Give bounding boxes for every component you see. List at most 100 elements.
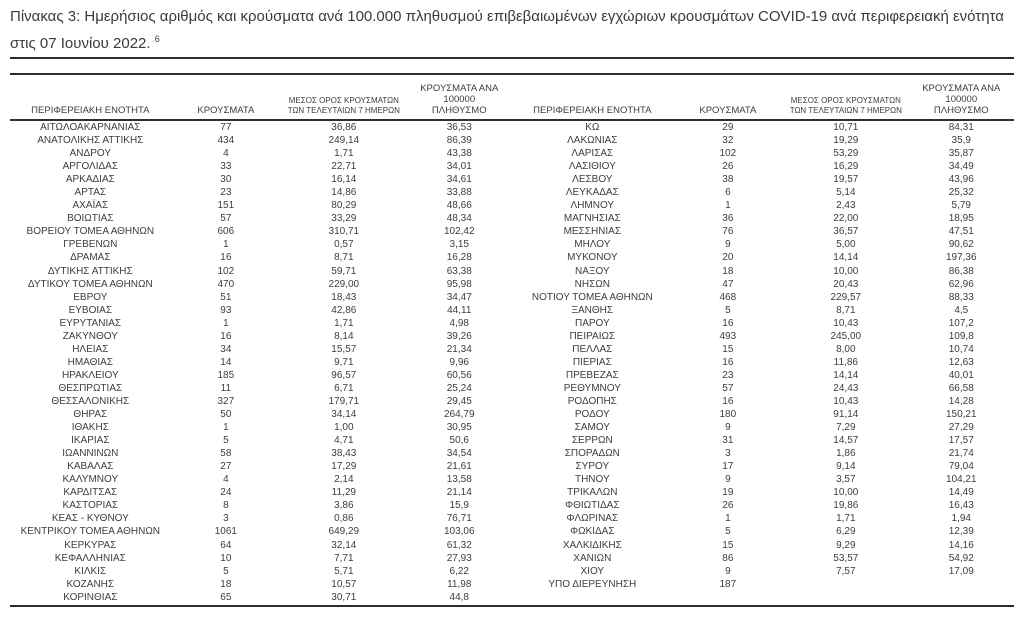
top-rule-1 [10, 57, 1014, 59]
table-row: ΝΑΞΟΥ 18 10,00 86,38 [512, 265, 1014, 278]
avg7-cell: 38,43 [331, 448, 357, 460]
per100k-cell: 12,63 [948, 356, 974, 368]
cases-cell: 29 [722, 122, 734, 133]
per100k-cell: 16,43 [948, 500, 974, 512]
cases-cell: 36 [722, 213, 734, 225]
header-region: ΠΕΡΙΦΕΡΕΙΑΚΗ ΕΝΟΤΗΤΑ [31, 105, 150, 116]
table-row: ΛΕΣΒΟΥ 38 19,57 43,96 [512, 173, 1014, 186]
cases-cell: 327 [217, 395, 235, 407]
table-row: ΚΩ 29 10,71 84,31 [512, 121, 1014, 134]
avg7-cell: 229,00 [328, 278, 360, 290]
region-name-cell: ΣΕΡΡΩΝ [571, 435, 613, 447]
table-row: ΙΚΑΡΙΑΣ 5 4,71 50,6 [10, 434, 512, 447]
cases-cell: 3 [223, 513, 229, 525]
avg7-cell: 7,29 [836, 422, 856, 434]
per100k-cell: 27,93 [446, 552, 472, 564]
avg7-cell: 0,86 [334, 513, 354, 525]
per100k-cell: 21,61 [446, 461, 472, 473]
region-name-cell: ΚΩ [585, 122, 600, 133]
table-row: ΚΙΛΚΙΣ 5 5,71 6,22 [10, 565, 512, 578]
avg7-cell: 7,57 [836, 565, 856, 577]
region-name-cell: ΙΚΑΡΙΑΣ [71, 435, 110, 447]
top-rule-2 [10, 73, 1014, 75]
header-underline [10, 119, 1014, 121]
avg7-cell: 9,71 [334, 356, 354, 368]
header-per100k: ΚΡΟΥΣΜΑΤΑ ΑΝΑ 100000 ΠΛΗΘΥΣΜΟ [420, 83, 499, 116]
region-name-cell: ΣΑΜΟΥ [574, 422, 610, 434]
per100k-cell: 102,42 [443, 226, 475, 238]
per100k-cell: 4,98 [449, 317, 469, 329]
region-name-cell: ΚΕΦΑΛΛΗΝΙΑΣ [54, 552, 126, 564]
per100k-cell: 50,6 [449, 435, 469, 447]
table-row: ΕΒΡΟΥ 51 18,43 34,47 [10, 291, 512, 304]
avg7-cell: 10,43 [833, 317, 859, 329]
avg7-cell: 9,14 [836, 461, 856, 473]
region-name-cell: ΑΙΤΩΛΟΑΚΑΡΝΑΝΙΑΣ [40, 122, 141, 133]
per100k-cell: 86,39 [446, 135, 472, 147]
cases-cell: 24 [220, 487, 232, 499]
table-row: ΕΥΡΥΤΑΝΙΑΣ 1 1,71 4,98 [10, 317, 512, 330]
table-row: ΣΕΡΡΩΝ 31 14,57 17,57 [512, 434, 1014, 447]
cases-cell: 93 [220, 304, 232, 316]
avg7-cell: 649,29 [328, 526, 360, 538]
cases-cell: 31 [722, 435, 734, 447]
table-row: ΑΡΤΑΣ 23 14,86 33,88 [10, 186, 512, 199]
region-name-cell: ΠΕΛΛΑΣ [572, 343, 613, 355]
region-name-cell: ΠΑΡΟΥ [574, 317, 610, 329]
avg7-cell: 8,00 [836, 343, 856, 355]
header-avg7: ΜΕΣΟΣ ΟΡΟΣ ΚΡΟΥΣΜΑΤΩΝ ΤΩΝ ΤΕΛΕΥΤΑΙΩΝ 7 Η… [287, 96, 400, 115]
table-row: ΜΕΣΣΗΝΙΑΣ 76 36,57 47,51 [512, 225, 1014, 238]
cases-cell: 180 [719, 409, 737, 421]
avg7-cell: 32,14 [331, 539, 357, 551]
cases-cell: 493 [719, 330, 737, 342]
region-name-cell: ΚΟΖΑΝΗΣ [66, 578, 115, 590]
cases-cell: 23 [722, 369, 734, 381]
region-name-cell: ΑΡΓΟΛΙΔΑΣ [62, 161, 119, 173]
cases-cell: 9 [725, 474, 731, 486]
avg7-cell: 1,00 [334, 422, 354, 434]
cases-cell: 5 [223, 565, 229, 577]
table-caption-text: Πίνακας 3: Ημερήσιος αριθμός και κρούσμα… [10, 8, 1004, 52]
table-row: ΧΑΝΙΩΝ 86 53,57 54,92 [512, 552, 1014, 565]
region-name-cell: ΤΗΝΟΥ [574, 474, 610, 486]
table-row: ΠΑΡΟΥ 16 10,43 107,2 [512, 317, 1014, 330]
avg7-cell: 42,86 [331, 304, 357, 316]
header-per100k: ΚΡΟΥΣΜΑΤΑ ΑΝΑ 100000 ΠΛΗΘΥΣΜΟ [922, 83, 1001, 116]
region-name-cell: ΣΠΟΡΑΔΩΝ [564, 448, 620, 460]
cases-cell: 151 [217, 200, 235, 212]
region-name-cell: ΒΟΙΩΤΙΑΣ [67, 213, 114, 225]
header-region: ΠΕΡΙΦΕΡΕΙΑΚΗ ΕΝΟΤΗΤΑ [533, 105, 652, 116]
cases-cell: 27 [220, 461, 232, 473]
avg7-cell: 1,71 [836, 513, 856, 525]
table-row: ΛΕΥΚΑΔΑΣ 6 5,14 25,32 [512, 186, 1014, 199]
region-name-cell: ΧΑΝΙΩΝ [573, 552, 612, 564]
region-name-cell: ΜΕΣΣΗΝΙΑΣ [563, 226, 622, 238]
cases-cell: 57 [220, 213, 232, 225]
cases-cell: 32 [722, 135, 734, 147]
avg7-cell: 4,71 [334, 435, 354, 447]
region-name-cell: ΗΜΑΘΙΑΣ [67, 356, 114, 368]
table-row: ΣΥΡΟΥ 17 9,14 79,04 [512, 460, 1014, 473]
region-name-cell: ΘΕΣΣΑΛΟΝΙΚΗΣ [51, 395, 130, 407]
avg7-cell: 22,71 [331, 161, 357, 173]
per100k-cell: 88,33 [948, 291, 974, 303]
avg7-cell: 22,00 [833, 213, 859, 225]
per100k-cell: 47,51 [948, 226, 974, 238]
region-name-cell: ΒΟΡΕΙΟΥ ΤΟΜΕΑ ΑΘΗΝΩΝ [26, 226, 155, 238]
region-name-cell: ΚΕΑΣ - ΚΥΘΝΟΥ [51, 513, 129, 525]
avg7-cell: 5,71 [334, 565, 354, 577]
avg7-cell: 2,14 [334, 474, 354, 486]
region-name-cell: ΦΘΙΩΤΙΔΑΣ [565, 500, 620, 512]
avg7-cell: 249,14 [328, 135, 360, 147]
cases-cell: 606 [217, 226, 235, 238]
table-row: ΡΟΔΟΠΗΣ 16 10,43 14,28 [512, 395, 1014, 408]
table-row: ΜΑΓΝΗΣΙΑΣ 36 22,00 18,95 [512, 212, 1014, 225]
per100k-cell: 9,96 [449, 356, 469, 368]
table-row: ΣΠΟΡΑΔΩΝ 3 1,86 21,74 [512, 447, 1014, 460]
region-name-cell: ΚΑΡΔΙΤΣΑΣ [63, 487, 118, 499]
header-cases: ΚΡΟΥΣΜΑΤΑ [197, 105, 255, 116]
region-name-cell: ΡΟΔΟΠΗΣ [567, 395, 617, 407]
per100k-cell: 6,22 [449, 565, 469, 577]
table-row: ΑΡΚΑΔΙΑΣ 30 16,14 34,61 [10, 173, 512, 186]
cases-cell: 15 [722, 539, 734, 551]
